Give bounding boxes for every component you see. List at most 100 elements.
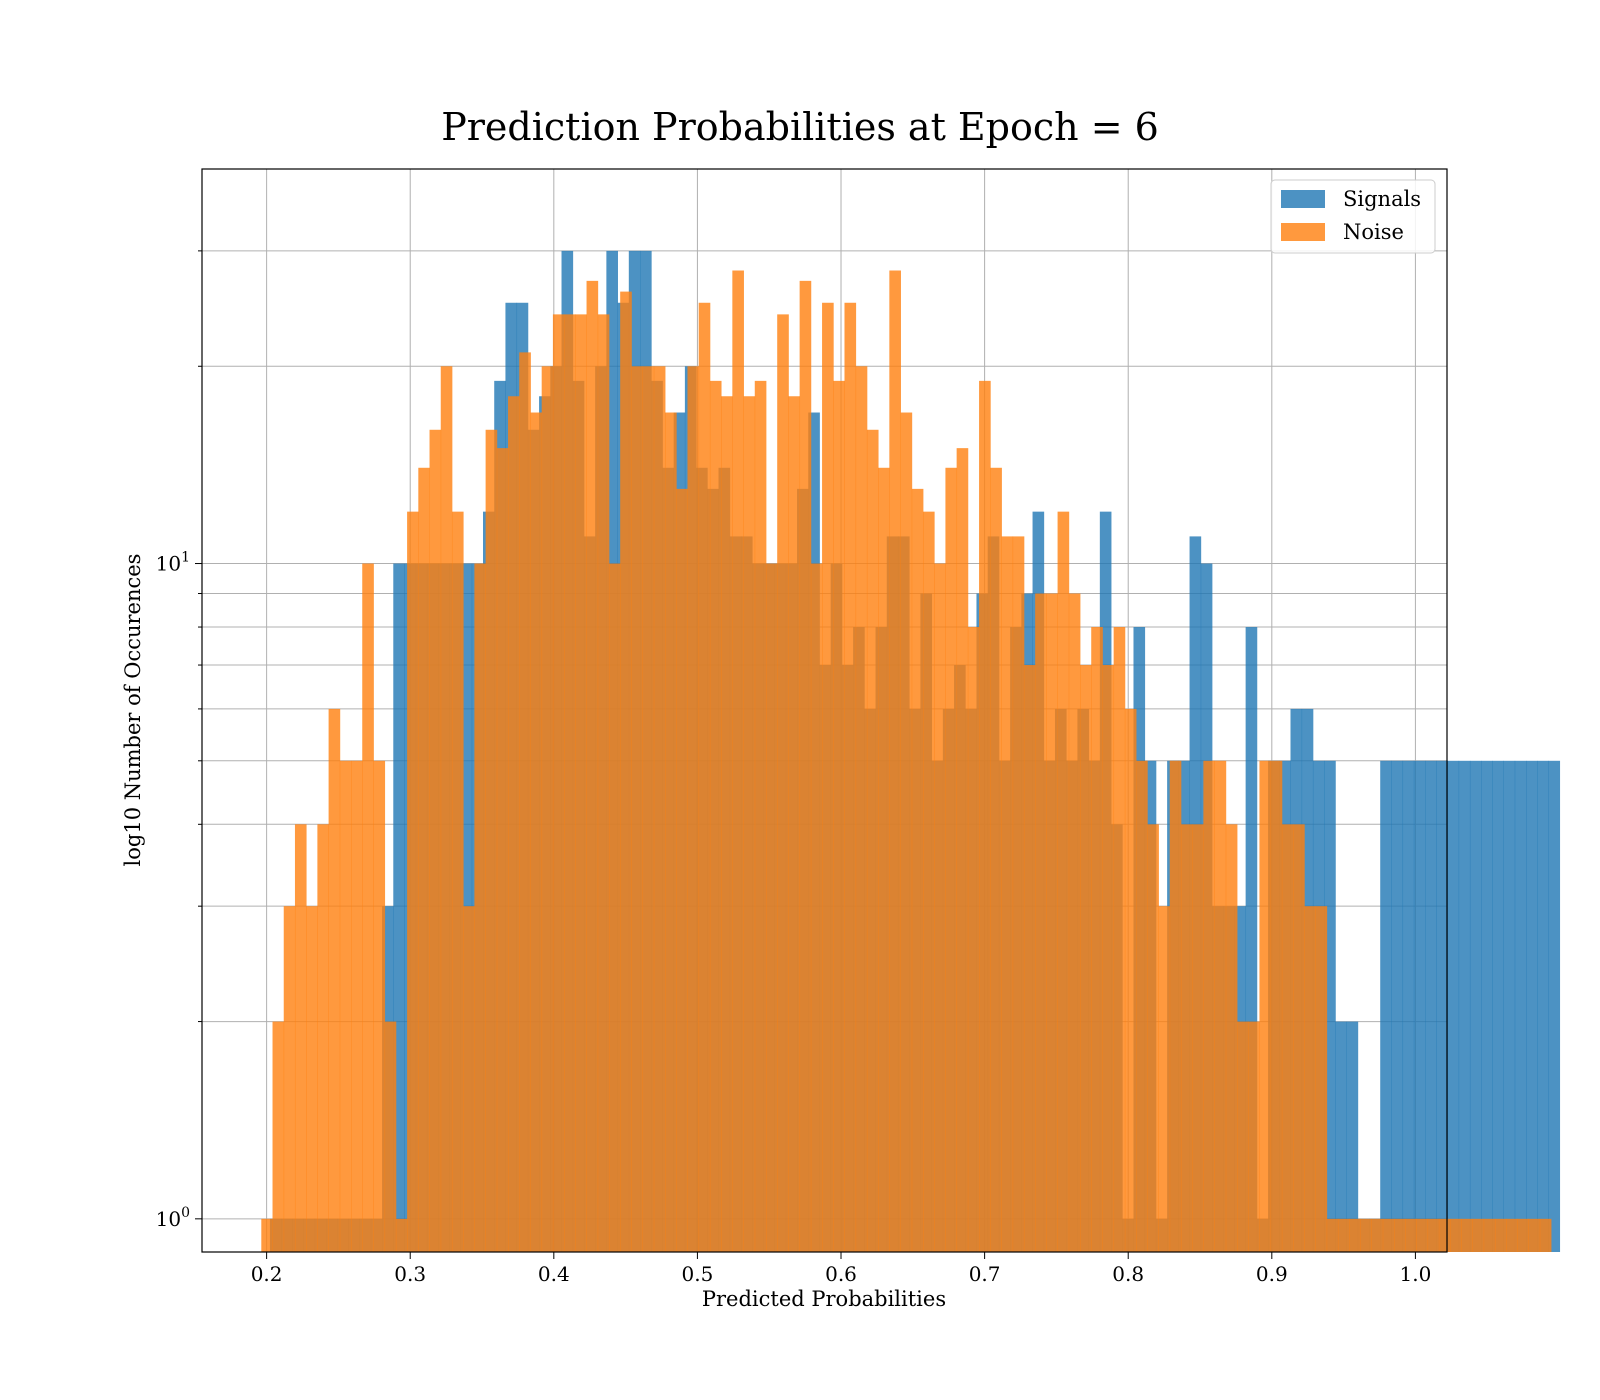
- bar-noise: [1472, 1218, 1485, 1252]
- bar-noise: [474, 563, 487, 1252]
- bar-noise: [1337, 1218, 1350, 1252]
- legend: Signals Noise: [1270, 179, 1436, 254]
- bar-noise: [1001, 536, 1014, 1252]
- bar-noise: [1169, 760, 1182, 1252]
- bar-noise: [1427, 1218, 1440, 1252]
- bar-signals: [1324, 760, 1336, 1252]
- bar-noise: [575, 314, 587, 1253]
- bar-noise: [1147, 824, 1159, 1252]
- bar-noise: [463, 906, 475, 1252]
- bar-noise: [721, 396, 733, 1252]
- axis-ticks: 0.2 0.3 0.4 0.5 0.6 0.7 0.8 0.9 1.0 100 101: [156, 250, 1432, 1286]
- bar-signals: [1380, 760, 1392, 1252]
- bar-noise: [1102, 665, 1115, 1252]
- bar-noise: [519, 352, 531, 1253]
- bar-signals: [1425, 760, 1437, 1252]
- bar-noise: [440, 366, 453, 1252]
- bar-noise: [1450, 1218, 1462, 1252]
- bar-noise: [541, 366, 554, 1252]
- bar-noise: [362, 563, 374, 1252]
- bar-noise: [866, 429, 879, 1253]
- bar-noise: [1382, 1218, 1395, 1252]
- bar-noise: [351, 760, 363, 1252]
- x-tick-label: 0.3: [394, 1262, 426, 1286]
- bar-noise: [1203, 760, 1215, 1252]
- bar-noise: [508, 396, 520, 1252]
- legend-swatch-signals: [1281, 190, 1325, 208]
- bar-signals: [1447, 760, 1460, 1252]
- x-axis-label: Predicted Probabilities: [702, 1287, 946, 1311]
- bar-noise: [407, 511, 419, 1252]
- bar-noise: [1494, 1218, 1507, 1252]
- x-tick-label: 0.6: [825, 1262, 857, 1286]
- bar-signals: [1436, 760, 1448, 1252]
- x-tick-label: 1.0: [1400, 1262, 1432, 1286]
- bar-noise: [1113, 627, 1126, 1252]
- bar-noise: [1528, 1218, 1541, 1252]
- legend-swatch-noise: [1281, 223, 1325, 241]
- bar-signals: [1458, 760, 1471, 1252]
- bar-noise: [956, 448, 969, 1253]
- bar-noise: [653, 366, 666, 1252]
- bar-noise: [979, 380, 991, 1252]
- bar-noise: [418, 467, 430, 1252]
- bar-noise: [1293, 824, 1305, 1252]
- bar-noise: [665, 412, 677, 1252]
- bar-noise: [1057, 511, 1070, 1252]
- bar-noise: [1270, 760, 1283, 1252]
- bar-noise: [552, 314, 565, 1253]
- bars-layer: [261, 250, 1561, 1253]
- bar-noise: [564, 314, 576, 1253]
- bar-noise: [586, 280, 599, 1252]
- bar-noise: [1416, 1218, 1429, 1252]
- bar-noise: [878, 467, 890, 1252]
- x-tick-label: 0.4: [538, 1262, 570, 1286]
- bar-signals: [1402, 760, 1415, 1252]
- bar-noise: [1371, 1218, 1384, 1252]
- bar-noise: [822, 302, 834, 1252]
- bar-noise: [1225, 824, 1238, 1252]
- y-axis-label: log10 Number of Occurences: [121, 554, 145, 867]
- y-tick-label: 101: [156, 550, 190, 576]
- bar-signals: [1346, 1021, 1359, 1252]
- bar-noise: [1506, 1218, 1518, 1252]
- bar-noise: [384, 1021, 397, 1252]
- plot-frame: [201, 168, 1448, 1253]
- bar-noise: [967, 627, 980, 1252]
- bar-noise: [844, 302, 857, 1252]
- bar-noise: [1091, 627, 1103, 1252]
- bar-noise: [855, 366, 868, 1252]
- bar-noise: [1214, 760, 1227, 1252]
- bar-noise: [754, 380, 767, 1252]
- bar-noise: [1248, 1021, 1260, 1252]
- bar-noise: [709, 380, 722, 1252]
- bar-noise: [799, 280, 812, 1252]
- bar-noise: [934, 563, 946, 1252]
- bar-noise: [833, 380, 845, 1252]
- bar-noise: [1180, 824, 1193, 1252]
- bar-noise: [485, 429, 498, 1253]
- bar-noise: [743, 396, 756, 1252]
- bar-signals: [1492, 760, 1504, 1252]
- bar-noise: [687, 366, 700, 1252]
- bar-noise: [889, 270, 901, 1252]
- bar-noise: [922, 511, 935, 1252]
- legend-label-signals: Signals: [1343, 187, 1421, 211]
- bar-noise: [990, 467, 1002, 1252]
- bar-signals: [1503, 760, 1516, 1252]
- bar-noise: [1438, 1218, 1451, 1252]
- bar-noise: [1360, 1218, 1372, 1252]
- bar-noise: [496, 448, 509, 1253]
- bar-noise: [283, 906, 296, 1252]
- bar-noise: [631, 366, 644, 1252]
- bar-noise: [530, 412, 543, 1252]
- bar-noise: [810, 563, 823, 1252]
- bar-noise: [777, 314, 789, 1253]
- bar-noise: [1068, 593, 1081, 1252]
- x-tick-label: 0.2: [251, 1262, 283, 1286]
- bar-noise: [1405, 1218, 1417, 1252]
- bar-noise: [732, 270, 744, 1252]
- bar-noise: [1136, 760, 1148, 1252]
- bar-noise: [1483, 1218, 1496, 1252]
- x-tick-label: 0.7: [969, 1262, 1001, 1286]
